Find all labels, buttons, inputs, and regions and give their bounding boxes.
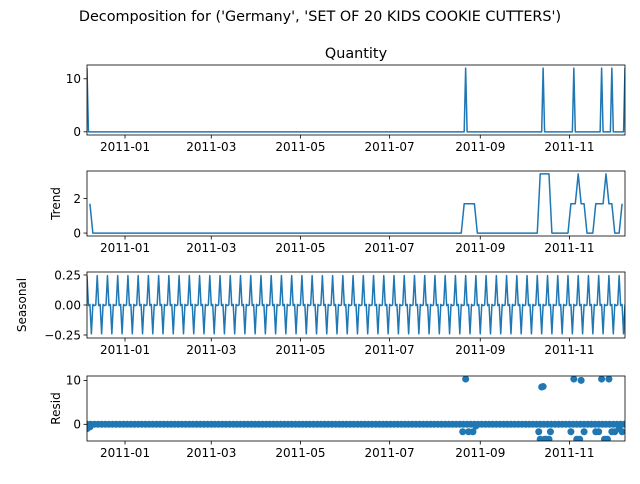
x-tick-label: 2011-01 <box>100 140 150 154</box>
axes-frame-trend <box>86 170 626 237</box>
panel-observed: 2011-01 2011-03 2011-05 2011-07 2011-09 2011-… <box>66 46 626 154</box>
x-tick-label: 2011-09 <box>455 343 505 357</box>
x-tick-label: 2011-11 <box>544 241 594 255</box>
y-axis-label: Trend <box>49 187 63 221</box>
resid-point <box>576 435 584 441</box>
x-tick-label: 2011-07 <box>365 140 415 154</box>
x-tick-label: 2011-09 <box>455 241 505 255</box>
axes-frame-observed <box>86 64 626 136</box>
x-tick-label: 2011-03 <box>186 343 236 357</box>
x-tick-label: 2011-11 <box>544 343 594 357</box>
x-tick-label: 2011-07 <box>365 343 415 357</box>
series-line-observed <box>87 67 625 133</box>
x-tick-label: 2011-05 <box>275 241 325 255</box>
x-tick-label: 2011-05 <box>275 446 325 460</box>
axes-frame-resid <box>86 375 626 442</box>
y-tick-label: 10 <box>66 374 81 388</box>
plot-area-trend <box>89 173 623 234</box>
resid-point <box>469 428 477 436</box>
y-tick-label: 0 <box>73 418 81 432</box>
x-tick-label: 2011-03 <box>186 140 236 154</box>
resid-point <box>462 376 470 383</box>
resid-point <box>598 376 606 383</box>
resid-point <box>603 435 611 441</box>
figure-suptitle: Decomposition for ('Germany', 'SET OF 20… <box>79 9 561 25</box>
y-tick-label: 0.25 <box>54 268 81 282</box>
resid-point <box>577 376 585 384</box>
y-axis-label: Resid <box>49 392 63 424</box>
resid-point <box>580 428 588 436</box>
x-tick-label: 2011-03 <box>186 241 236 255</box>
x-tick-label: 2011-09 <box>455 140 505 154</box>
resid-point <box>570 376 578 383</box>
x-tick-label: 2011-01 <box>100 446 150 460</box>
series-line-seasonal <box>87 274 625 335</box>
resid-point <box>605 376 613 383</box>
resid-point <box>545 435 553 441</box>
x-tick-label: 2011-03 <box>186 446 236 460</box>
panel-resid: 2011-01 2011-03 2011-05 2011-07 2011-09 2011-… <box>49 374 626 460</box>
resid-point <box>472 422 480 430</box>
y-axis-label: Seasonal <box>15 278 29 332</box>
x-tick-label: 2011-01 <box>100 241 150 255</box>
panels-group: 2011-01 2011-03 2011-05 2011-07 2011-09 2011-… <box>15 46 626 460</box>
plot-area-seasonal <box>87 274 625 335</box>
y-tick-label: −0.25 <box>44 328 81 342</box>
x-tick-label: 2011-11 <box>544 140 594 154</box>
x-tick-label: 2011-11 <box>544 446 594 460</box>
resid-point <box>539 383 547 391</box>
x-tick-label: 2011-05 <box>275 343 325 357</box>
plot-area-observed <box>87 67 625 133</box>
panel-seasonal: 2011-01 2011-03 2011-05 2011-07 2011-09 2011-… <box>15 268 626 357</box>
resid-point <box>567 428 575 436</box>
y-tick-label: 10 <box>66 72 81 86</box>
x-tick-label: 2011-09 <box>455 446 505 460</box>
resid-point <box>459 428 467 436</box>
y-tick-label: 0 <box>73 226 81 240</box>
resid-point <box>87 423 94 431</box>
x-tick-label: 2011-05 <box>275 140 325 154</box>
x-tick-label: 2011-07 <box>365 446 415 460</box>
resid-point <box>618 428 625 436</box>
y-tick-label: 0 <box>73 125 81 139</box>
panel-trend: 2011-01 2011-03 2011-05 2011-07 2011-09 2011-… <box>49 170 626 255</box>
series-line-trend <box>89 173 623 234</box>
plot-area-resid <box>87 376 625 441</box>
resid-point <box>535 428 543 436</box>
x-tick-label: 2011-01 <box>100 343 150 357</box>
y-tick-label: 0.00 <box>54 298 81 312</box>
y-tick-label: 2 <box>73 192 81 206</box>
x-tick-label: 2011-07 <box>365 241 415 255</box>
resid-point <box>620 420 625 428</box>
resid-point <box>546 428 554 436</box>
resid-point <box>595 428 603 436</box>
panel-title: Quantity <box>325 46 388 62</box>
